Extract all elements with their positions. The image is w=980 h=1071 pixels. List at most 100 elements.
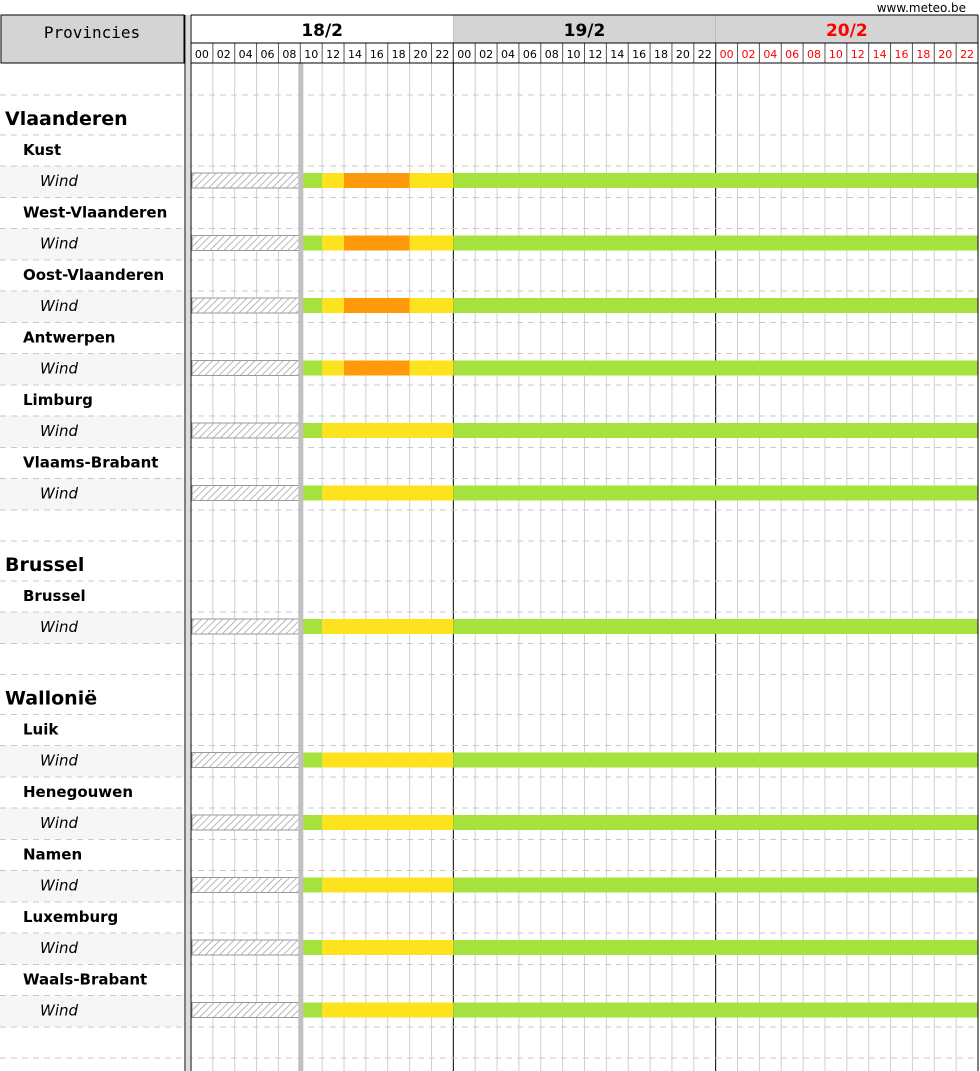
warning-bar-green [300,1002,323,1018]
warning-bar-orange [344,173,410,188]
past-hatch [191,877,301,893]
param-row-bg [0,353,184,385]
day-header-bg [191,15,454,43]
warning-bar-green [300,752,323,768]
past-hatch [191,1002,301,1018]
hour-label: 10 [304,48,318,61]
warning-bar-green [453,173,978,188]
column-gutter [186,15,190,1071]
day-header-bg [715,15,978,43]
warning-bar-yellow [409,235,454,251]
parameter-label: Wind [40,235,79,253]
hour-label: 18 [916,48,930,61]
warning-bar-green [453,235,978,251]
warning-bar-yellow [322,940,454,955]
hour-label: 20 [414,48,428,61]
warning-bar-orange [344,298,410,313]
province-label: Antwerpen [23,329,115,347]
province-label: Henegouwen [23,783,133,801]
warning-bar-yellow [322,235,345,251]
hour-label: 04 [763,48,777,61]
past-hatch [191,939,301,956]
warning-bar-green [300,877,323,893]
warning-bar-green [300,485,323,501]
past-hatch [191,618,301,635]
now-line [298,63,304,1071]
hour-label: 02 [479,48,493,61]
parameter-label: Wind [40,877,79,895]
param-row-bg [0,228,184,260]
hour-label: 16 [894,48,908,61]
past-hatch [191,235,301,251]
warning-bar-green [300,423,323,438]
hour-label: 00 [195,48,209,61]
warning-bar-yellow [322,815,454,830]
day-label: 20/2 [826,21,868,41]
warning-bar-green [300,619,323,634]
warning-bar-yellow [322,360,345,376]
warning-bar-yellow [409,360,454,376]
hour-label: 12 [851,48,865,61]
region-label: Wallonië [5,688,97,710]
hour-label: 20 [676,48,690,61]
past-hatch [191,485,301,501]
hour-label: 04 [501,48,515,61]
warning-bar-green [453,877,978,893]
hour-label: 18 [654,48,668,61]
hour-label: 02 [741,48,755,61]
hour-label: 10 [829,48,843,61]
hour-label: 16 [632,48,646,61]
hour-label: 22 [435,48,449,61]
parameter-label: Wind [40,814,79,832]
warning-bar-green [300,298,323,313]
warning-bar-green [453,360,978,376]
hour-label: 22 [960,48,974,61]
parameter-label: Wind [40,297,79,315]
hour-label: 06 [261,48,275,61]
parameter-label: Wind [40,1002,79,1020]
hour-label: 14 [348,48,362,61]
past-hatch [191,814,301,831]
warning-bar-yellow [409,173,454,188]
warning-bar-orange [344,235,410,251]
warning-bar-green [300,173,323,188]
warning-bar-yellow [322,423,454,438]
warning-bar-yellow [322,877,454,893]
past-hatch [191,360,301,376]
param-row-bg [0,416,184,448]
hour-label: 08 [282,48,296,61]
param-row-bg [0,933,184,965]
warning-bar-green [300,940,323,955]
day-label: 18/2 [301,21,343,41]
parameter-label: Wind [40,360,79,378]
region-label: Brussel [5,554,84,576]
region-label: Vlaanderen [5,108,128,130]
warning-bar-yellow [322,298,345,313]
param-row-bg [0,745,184,777]
hour-label: 06 [785,48,799,61]
past-hatch [191,172,301,189]
warning-bar-yellow [322,485,454,501]
provincies-header-box [0,14,185,64]
hour-label: 00 [457,48,471,61]
past-hatch [191,297,301,314]
hour-label: 08 [807,48,821,61]
hour-label: 12 [588,48,602,61]
warning-bar-green [453,485,978,501]
warning-bar-orange [344,360,410,376]
warning-bar-green [453,619,978,634]
province-label: Brussel [23,587,86,605]
param-row-bg [0,478,184,510]
warning-bar-green [453,752,978,768]
province-label: Vlaams-Brabant [23,454,158,472]
warning-bar-green [300,360,323,376]
parameter-label: Wind [40,422,79,440]
warning-bar-green [300,235,323,251]
parameter-label: Wind [40,618,79,636]
hour-label: 10 [567,48,581,61]
parameter-label: Wind [40,485,79,503]
province-label: Waals-Brabant [23,971,147,989]
warning-bar-green [453,423,978,438]
province-label: Namen [23,846,82,864]
